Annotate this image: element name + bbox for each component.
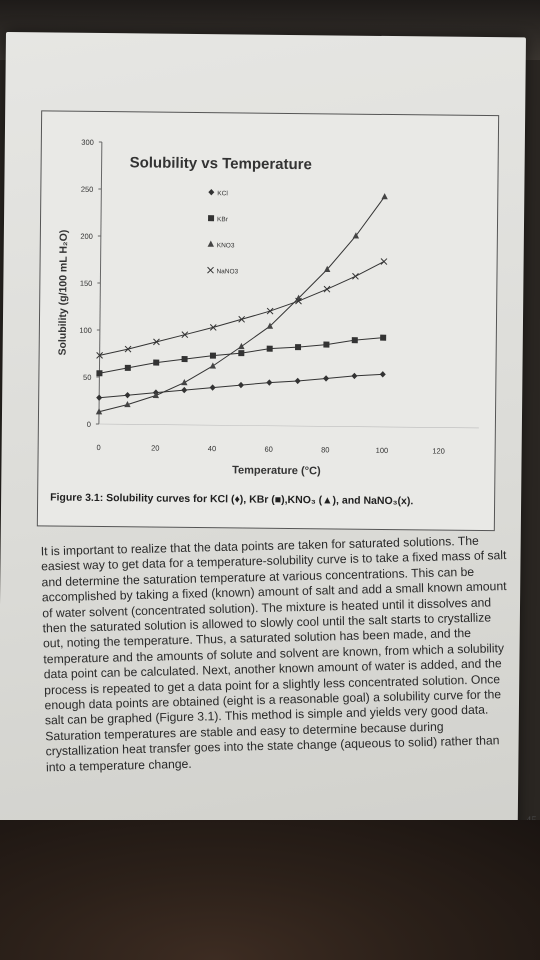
data-point-kno3 [209, 362, 217, 369]
data-point-kno3 [352, 232, 360, 239]
data-point-kbr [153, 359, 160, 366]
data-point-kcl [323, 375, 330, 382]
figure-box: 0 50 100 150 200 250 300 0 20 40 60 80 100 120 Solubil… [36, 110, 500, 532]
data-point-kcl [181, 386, 188, 394]
data-point-kno3 [181, 378, 188, 386]
data-point-nano3 [124, 345, 132, 353]
data-point-kbr [181, 356, 188, 363]
body-paragraph: It is important to realize that the data… [40, 533, 507, 775]
data-point-nano3 [323, 285, 331, 293]
y-tick-label: 100 [79, 326, 92, 335]
data-point-nano3 [266, 307, 274, 315]
legend-label-kno3: KNO3 [217, 242, 235, 249]
data-point-kno3 [152, 391, 160, 399]
data-point-kbr [96, 370, 103, 377]
y-tick-label: 50 [83, 373, 91, 382]
x-tick-label: 100 [376, 446, 389, 455]
data-point-nano3 [295, 297, 302, 305]
data-point-kcl [266, 379, 273, 386]
solubility-chart: 0 50 100 150 200 250 300 0 20 40 60 80 100 120 Solubil… [57, 138, 479, 477]
legend-label-kcl: KCl [217, 190, 228, 197]
data-point-kno3 [238, 342, 245, 350]
x-tick-label: 60 [264, 445, 272, 454]
data-point-kno3 [266, 322, 274, 329]
legend-label-kbr: KBr [217, 216, 229, 223]
data-point-kno3 [323, 265, 331, 273]
data-point-kbr [209, 352, 216, 359]
chart-title: Solubility vs Temperature [130, 154, 312, 173]
data-point-nano3 [153, 338, 160, 346]
x-tick-label: 40 [208, 444, 216, 453]
data-point-kbr [380, 334, 387, 341]
legend-marker-nano3 [207, 266, 214, 274]
x-axis-label: Temperature (°C) [232, 464, 321, 477]
data-point-kcl [294, 377, 301, 385]
document-page: 0 50 100 150 200 250 300 0 20 40 60 80 100 120 Solubil… [0, 32, 537, 918]
background-bottom [0, 820, 540, 960]
legend-label-nano3: NaNO3 [216, 268, 238, 275]
data-point-nano3 [96, 351, 103, 359]
legend-marker-kno3 [207, 240, 214, 247]
x-tick-label: 120 [432, 446, 445, 455]
data-point-nano3 [380, 258, 388, 265]
y-tick-label: 300 [81, 138, 94, 147]
data-point-kbr [266, 345, 273, 352]
data-point-nano3 [209, 324, 217, 331]
data-point-nano3 [238, 315, 246, 323]
legend-marker-kcl [208, 188, 215, 196]
y-axis-label: Solubility (g/100 mL H₂O) [57, 230, 70, 356]
data-point-kcl [351, 372, 358, 380]
data-point-kbr [295, 344, 302, 351]
data-point-kcl [379, 371, 386, 378]
data-point-kno3 [95, 408, 103, 415]
data-point-kno3 [381, 193, 388, 200]
data-point-kcl [124, 391, 131, 399]
data-point-kno3 [124, 400, 131, 408]
legend-marker-kbr [208, 215, 215, 222]
data-point-kbr [323, 341, 330, 348]
series-line-nano3 [99, 261, 385, 356]
data-point-kcl [209, 384, 216, 391]
data-point-kcl [96, 394, 103, 401]
y-tick-label: 150 [80, 279, 93, 288]
data-point-kbr [124, 364, 131, 371]
data-point-kbr [351, 337, 358, 344]
figure-caption: Figure 3.1: Solubility curves for KCl (♦… [50, 491, 414, 508]
x-tick-label: 0 [97, 443, 101, 452]
x-axis-line [98, 423, 479, 429]
x-tick-label: 80 [321, 445, 329, 454]
data-point-nano3 [352, 272, 359, 280]
data-point-kbr [238, 350, 245, 357]
x-tick-label: 20 [151, 444, 159, 453]
data-point-nano3 [181, 331, 189, 339]
y-tick-label: 250 [81, 185, 94, 194]
series-line-kno3 [98, 196, 385, 413]
y-tick-label: 200 [80, 232, 93, 241]
y-tick-label: 0 [87, 420, 91, 429]
data-point-kcl [237, 381, 244, 389]
